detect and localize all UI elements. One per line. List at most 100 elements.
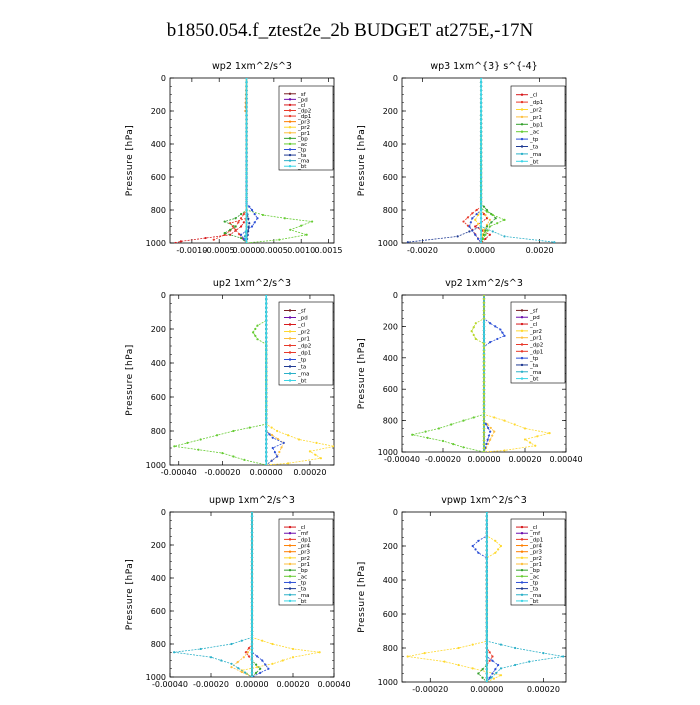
legend-box (510, 301, 566, 384)
x-tick-label: 0.00020 (508, 455, 541, 464)
legend-label: _ac (529, 574, 539, 580)
data-point-bt (479, 93, 483, 96)
data-point-tp (477, 551, 480, 554)
legend-label: _bt (529, 599, 539, 605)
legend-marker (520, 108, 524, 111)
data-point-bt (250, 543, 254, 547)
legend-marker (288, 103, 292, 107)
legend-label: _cl (529, 525, 538, 531)
data-point-ac (482, 317, 486, 320)
data-point-cl (242, 221, 245, 224)
data-point-bp1 (482, 205, 486, 208)
legend-label: _ta (297, 365, 306, 371)
data-point-dp1 (488, 659, 491, 662)
data-point-ac (482, 408, 486, 411)
data-point-bp (223, 232, 226, 235)
data-point-bt (245, 213, 248, 216)
data-point-dp1 (234, 228, 237, 231)
data-point-pr1 (280, 446, 283, 449)
series-group (406, 78, 556, 243)
data-point-dp1 (426, 436, 429, 439)
data-point-pr2 (471, 643, 474, 646)
data-point-dp2 (223, 233, 226, 236)
data-point-ac (482, 297, 486, 301)
data-point-pr1 (489, 426, 492, 430)
data-point-bt (482, 321, 486, 324)
data-point-bt (250, 581, 254, 584)
data-point-bt (485, 532, 488, 535)
data-point-pr2 (314, 453, 317, 456)
legend-marker (288, 532, 292, 535)
legend-label: _ta (529, 363, 538, 369)
data-point-pr2 (494, 539, 497, 543)
data-point-tp (253, 213, 256, 216)
data-point-tp (487, 426, 490, 430)
data-point-bt (250, 515, 254, 518)
data-point-ac (482, 295, 486, 297)
data-point-bt (485, 570, 488, 573)
data-point-cl (204, 236, 207, 240)
legend-label: _ac (297, 142, 307, 148)
legend-marker (288, 92, 292, 95)
data-point-bt (250, 630, 254, 633)
legend-label: _mf (297, 531, 309, 537)
data-point-bt (485, 600, 488, 603)
data-point-bt (479, 237, 483, 240)
legend-label: _ac (529, 130, 539, 136)
legend-label: _bt (297, 164, 307, 170)
data-point-cl (484, 237, 487, 240)
data-point-ac (305, 233, 308, 236)
data-point-dp1 (471, 212, 474, 215)
legend-marker (520, 329, 524, 333)
data-point-ac (482, 354, 486, 357)
data-point-pr1 (276, 437, 279, 441)
legend-label: _cl (529, 322, 538, 328)
data-point-bt (485, 676, 488, 679)
x-tick-label: 0.00000 (250, 468, 283, 477)
series-line-pr2 (240, 512, 320, 677)
data-point-bt (479, 122, 483, 125)
data-point-bt (485, 612, 488, 616)
legend-marker (288, 109, 292, 112)
legend-marker (520, 100, 524, 104)
legend-label: _ta (297, 153, 306, 159)
y-tick-label: 0 (393, 291, 398, 300)
data-point-ac (482, 419, 486, 423)
data-point-ma (514, 646, 517, 650)
y-tick-label: 200 (383, 107, 398, 116)
data-point-bt (250, 539, 254, 542)
data-point-bt (250, 605, 254, 608)
y-tick-label: 600 (151, 393, 166, 402)
legend-label: _bp (297, 568, 308, 574)
y-tick-label: 0 (393, 508, 398, 517)
data-point-dp1 (199, 438, 202, 441)
data-point-ac (482, 412, 486, 415)
data-point-dp1 (256, 338, 259, 341)
legend-marker (288, 120, 292, 123)
data-point-ac (474, 337, 477, 341)
data-point-ta (247, 217, 250, 220)
legend-label: _ma (297, 372, 309, 378)
series-group (174, 78, 314, 243)
data-point-bt (245, 78, 248, 80)
data-point-pr2 (271, 662, 274, 665)
data-point-bt (485, 663, 488, 667)
data-point-ma (237, 667, 240, 670)
data-point-ta (468, 230, 471, 233)
data-point-dp1 (466, 216, 469, 219)
data-point-ac (482, 431, 486, 434)
legend-marker (288, 575, 292, 578)
series-group (411, 295, 551, 452)
x-tick-label: 0.0000 (233, 246, 261, 255)
data-point-bt (245, 204, 248, 207)
legend-marker (520, 581, 524, 584)
data-point-pr2 (406, 655, 409, 658)
x-tick-label: -0.00020 (425, 455, 461, 464)
data-point-bt (485, 659, 488, 662)
legend-label: _ma (529, 370, 541, 376)
legend-marker (288, 159, 292, 162)
series-group (406, 512, 565, 682)
y-axis-label: Pressure [hPa] (357, 561, 367, 633)
legend-marker (288, 581, 292, 584)
series-group (173, 512, 321, 677)
